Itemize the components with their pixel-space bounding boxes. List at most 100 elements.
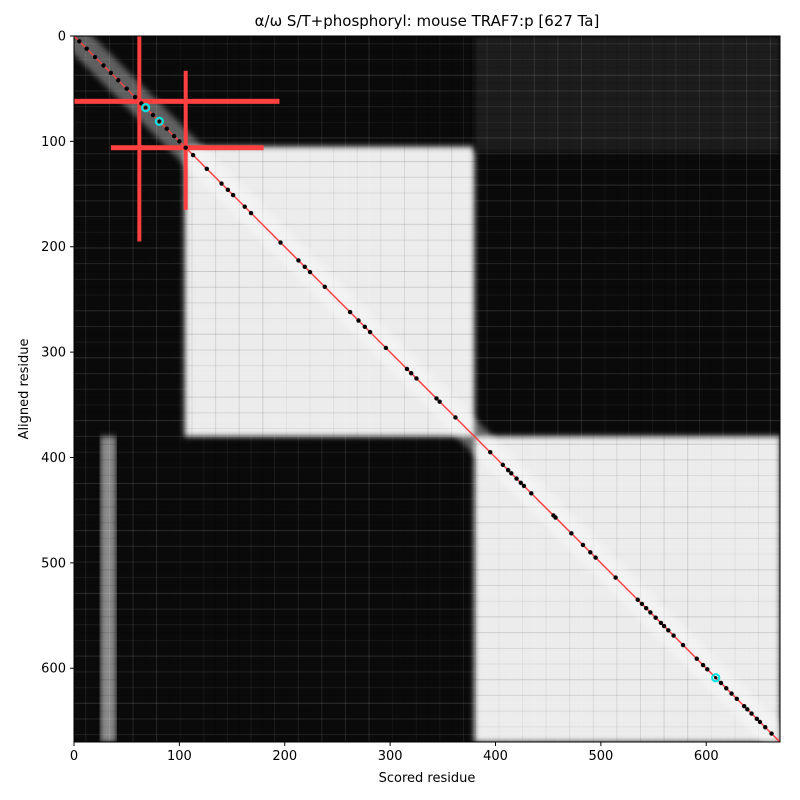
diagonal-point bbox=[734, 696, 739, 701]
diagonal-point bbox=[754, 716, 760, 722]
highlighted-point bbox=[154, 116, 164, 126]
diagonal-point bbox=[757, 719, 763, 725]
x-axis-ticks: 0 100 200 300 400 500 600 bbox=[70, 742, 719, 764]
diagonal-point bbox=[132, 94, 138, 100]
diagonal-point bbox=[749, 711, 754, 716]
diagonal-point bbox=[613, 575, 618, 580]
diagonal-point bbox=[509, 471, 514, 476]
y-tick-label: 100 bbox=[41, 135, 66, 150]
diagonal-point bbox=[190, 152, 196, 158]
diagonal-point bbox=[356, 318, 361, 323]
diagonal-point bbox=[488, 450, 493, 455]
diagonal-point bbox=[763, 725, 768, 730]
highlighted-point bbox=[711, 673, 721, 683]
diagonal-point bbox=[183, 145, 188, 150]
diagonal-point bbox=[500, 462, 506, 468]
red-bar-vertical bbox=[137, 36, 142, 242]
diagonal-point bbox=[658, 620, 664, 626]
diagonal-point bbox=[718, 680, 724, 686]
diagonal-point bbox=[347, 309, 353, 315]
x-tick-label: 300 bbox=[378, 749, 403, 764]
diagonal-point bbox=[367, 329, 373, 335]
diagonal-point bbox=[177, 139, 182, 144]
diagonal-point bbox=[383, 345, 389, 351]
diagonal-point bbox=[307, 269, 313, 275]
diagonal-point bbox=[569, 531, 574, 536]
highlighted-point-center bbox=[714, 676, 718, 680]
y-tick-label: 400 bbox=[41, 451, 66, 466]
diagonal-point bbox=[278, 240, 283, 245]
diagonal-point bbox=[521, 483, 527, 489]
diagonal-point bbox=[705, 667, 710, 672]
diagonal-point bbox=[108, 70, 114, 76]
highlighted-point-center bbox=[144, 106, 148, 110]
highlighted-point bbox=[141, 103, 151, 113]
x-tick-label: 100 bbox=[167, 749, 192, 764]
diagonal-point bbox=[729, 691, 734, 696]
diagonal-point bbox=[648, 610, 653, 615]
diagonal-point bbox=[150, 112, 156, 118]
diagonal-point bbox=[639, 601, 645, 607]
diagonal-point bbox=[77, 39, 82, 44]
diagonal-point bbox=[518, 480, 523, 485]
domain-block bbox=[100, 436, 117, 742]
diagonal-point bbox=[694, 656, 699, 661]
diagonal-point bbox=[242, 204, 247, 209]
diagonal-point bbox=[741, 703, 747, 709]
diagonal-point bbox=[414, 376, 419, 381]
diagonal-point bbox=[653, 615, 658, 620]
x-tick-label: 500 bbox=[588, 749, 613, 764]
diagonal-point bbox=[124, 86, 129, 91]
diagonal-point bbox=[92, 54, 98, 60]
chart-title: α/ω S/T+phosphoryl: mouse TRAF7:p [627 T… bbox=[255, 12, 600, 30]
x-tick-label: 200 bbox=[272, 749, 297, 764]
x-tick-label: 0 bbox=[70, 749, 78, 764]
diagonal-point bbox=[362, 324, 368, 330]
diagonal-point bbox=[171, 133, 177, 139]
diagonal-point bbox=[643, 605, 649, 611]
y-axis-ticks: 0 100 200 300 400 500 600 bbox=[41, 30, 74, 677]
diagonal-point bbox=[661, 623, 667, 629]
x-axis-label: Scored residue bbox=[379, 771, 476, 786]
diagonal-point bbox=[505, 467, 511, 473]
diagonal-point bbox=[437, 399, 442, 404]
diagonal-point bbox=[666, 628, 671, 633]
y-tick-label: 0 bbox=[58, 30, 66, 45]
diagonal-point bbox=[453, 415, 458, 420]
diagonal-point bbox=[724, 686, 729, 691]
diagonal-point bbox=[84, 46, 89, 51]
plot-frame bbox=[73, 35, 781, 743]
diagonal-point bbox=[116, 78, 121, 83]
diagonal-point bbox=[680, 642, 686, 648]
diagonal-point bbox=[514, 476, 519, 481]
plot-marks bbox=[74, 36, 780, 742]
y-tick-label: 300 bbox=[41, 346, 66, 361]
x-tick-label: 400 bbox=[483, 749, 508, 764]
diagonal-point bbox=[248, 210, 254, 216]
diagonal-point bbox=[588, 550, 593, 555]
y-tick-label: 200 bbox=[41, 240, 66, 255]
highlighted-point-center bbox=[157, 119, 161, 123]
red-bar-horizontal bbox=[74, 98, 280, 104]
diagonal-point bbox=[745, 707, 750, 712]
y-axis-label: Aligned residue bbox=[17, 339, 32, 440]
y-tick-label: 600 bbox=[41, 662, 66, 677]
diagonal-point bbox=[635, 597, 640, 602]
diagonal-point bbox=[230, 192, 236, 198]
diagonal-point bbox=[219, 181, 224, 186]
diagonal-point bbox=[671, 633, 676, 638]
red-bar-vertical bbox=[183, 70, 188, 210]
diagonal-point bbox=[529, 491, 534, 496]
diagonal-point bbox=[204, 166, 209, 171]
diagonal-point bbox=[164, 126, 169, 131]
domain-block bbox=[474, 36, 780, 152]
diagonal-point bbox=[769, 731, 774, 736]
diagonal-point bbox=[580, 542, 586, 548]
plot-area bbox=[74, 36, 780, 742]
diagonal-point bbox=[434, 396, 439, 401]
diagonal-point bbox=[322, 284, 327, 289]
diagonal-point bbox=[302, 264, 307, 269]
diagonal-point bbox=[593, 555, 598, 560]
